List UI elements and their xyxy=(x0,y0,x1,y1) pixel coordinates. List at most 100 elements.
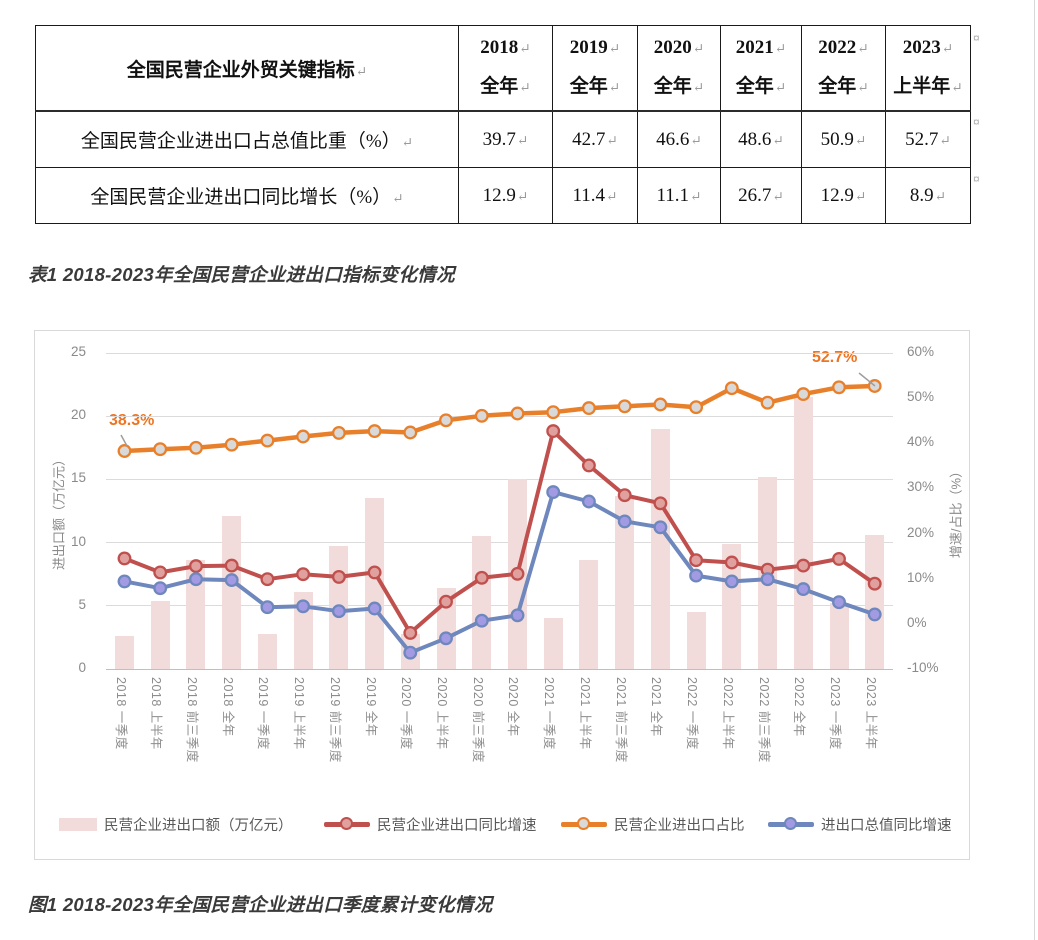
series-3-marker xyxy=(546,485,561,500)
table-year-header-2019: 2019↵ 全年↵ xyxy=(552,25,638,112)
value-cell: 50.9↵ xyxy=(801,110,886,168)
series-1-marker xyxy=(653,496,668,511)
value-cell: 52.7↵ xyxy=(885,110,971,168)
table-year-header-2018: 2018↵ 全年↵ xyxy=(458,25,553,112)
series-2-marker xyxy=(510,406,525,421)
value-cell: 11.4↵ xyxy=(552,167,638,224)
x-axis-label: 2022 一季度 xyxy=(685,677,700,750)
figure-caption: 图1 2018-2023年全国民营企业进出口季度累计变化情况 xyxy=(28,894,493,915)
series-3-marker xyxy=(760,572,775,587)
bar-2022全年 xyxy=(793,397,813,669)
series-1-marker xyxy=(546,424,561,439)
plot-gridline xyxy=(106,605,893,607)
row-label-cell: 全国民营企业进出口占总值比重（%）↵ xyxy=(35,110,459,168)
plot-gridline xyxy=(106,478,893,480)
value-cell: 42.7↵ xyxy=(552,110,638,168)
return-mark: ↵ xyxy=(606,188,618,204)
series-2-marker xyxy=(403,425,418,440)
x-axis-label: 2020 一季度 xyxy=(399,677,414,750)
return-mark: ↵ xyxy=(519,80,531,95)
plot-gridline xyxy=(106,668,893,670)
series-3-marker xyxy=(832,595,846,610)
bar-2021前三季度 xyxy=(615,495,635,669)
series-2-marker xyxy=(224,437,239,452)
series-2-marker xyxy=(653,397,668,412)
series-2-marker xyxy=(189,440,203,455)
bar-2018前三季度 xyxy=(186,560,206,669)
x-axis-label: 2020 前三季度 xyxy=(470,677,485,763)
year-header-line1: 2021↵ xyxy=(735,37,787,58)
bar-2021一季度 xyxy=(543,618,563,669)
indicator-table: 全国民营企业外贸关键指标↵ 2018↵ 全年↵ 2019↵ 全年↵ 2020↵ 全年↵ 202… xyxy=(35,25,971,224)
series-3-marker xyxy=(689,568,704,583)
bar-2018上半年 xyxy=(150,600,170,669)
return-mark: ↵ xyxy=(951,80,963,95)
return-mark: ↵ xyxy=(608,41,621,56)
row-end-mark: ¤ xyxy=(973,172,980,186)
x-axis-label: 2018 全年 xyxy=(220,677,235,737)
return-mark: ↵ xyxy=(692,80,705,95)
legend-label: 民营企业进出口额（万亿元） xyxy=(104,817,293,834)
series-2-marker xyxy=(331,425,346,440)
row-end-mark: ¤ xyxy=(973,115,980,129)
series-1-marker xyxy=(117,551,132,566)
right-axis-tick: -10% xyxy=(907,660,939,675)
plot-gridline xyxy=(106,542,893,544)
series-3-marker xyxy=(617,514,632,529)
year-header-line1: 2022↵ xyxy=(818,37,869,58)
x-axis-label: 2020 上半年 xyxy=(435,677,450,750)
x-axis-label: 2021 上半年 xyxy=(577,677,592,750)
series-3-marker xyxy=(439,631,453,646)
bar-2020前三季度 xyxy=(472,536,492,669)
left-axis-tick: 5 xyxy=(78,596,86,612)
series-3-marker xyxy=(653,520,668,535)
return-mark: ↵ xyxy=(939,132,951,148)
series-1-marker xyxy=(724,555,739,570)
year-header-line2: 全年↵ xyxy=(818,76,869,97)
return-mark: ↵ xyxy=(774,41,787,56)
table-year-header-2022: 2022↵ 全年↵ xyxy=(801,25,886,112)
legend-item-3: 进出口总值同比增速 xyxy=(768,815,952,834)
left-axis-tick: 15 xyxy=(70,470,86,486)
legend-marker-icon xyxy=(577,817,590,830)
series-2-marker xyxy=(832,380,846,395)
bar-2021全年 xyxy=(650,428,670,669)
bar-2022一季度 xyxy=(686,612,706,669)
right-axis-tick: 60% xyxy=(907,344,935,360)
x-axis-label: 2018 上半年 xyxy=(149,677,164,750)
series-2-marker xyxy=(546,405,561,420)
return-mark: ↵ xyxy=(772,188,784,204)
x-axis-label: 2019 前三季度 xyxy=(327,677,342,763)
year-header-line1: 2019↵ xyxy=(569,37,621,58)
bar-2023上半年 xyxy=(865,535,885,669)
return-mark: ↵ xyxy=(857,80,869,95)
return-mark: ↵ xyxy=(392,191,404,206)
series-3-marker xyxy=(581,494,596,509)
year-header-line1: 2018↵ xyxy=(480,37,531,58)
series-1-marker xyxy=(153,565,168,580)
left-axis-tick: 10 xyxy=(70,533,86,549)
table-header-row: 全国民营企业外贸关键指标↵ 2018↵ 全年↵ 2019↵ 全年↵ 2020↵ 全年↵ 202… xyxy=(35,25,971,112)
x-axis-label: 2022 全年 xyxy=(792,677,807,737)
series-line-3 xyxy=(122,490,877,655)
right-axis-tick: 10% xyxy=(907,569,935,585)
series-2-marker xyxy=(153,442,168,457)
x-axis-label: 2019 全年 xyxy=(363,677,378,737)
value-cell: 11.1↵ xyxy=(637,167,721,224)
year-header-line2: 全年↵ xyxy=(653,76,705,97)
row-label-cell: 全国民营企业进出口同比增长（%）↵ xyxy=(35,167,459,224)
legend-label: 进出口总值同比增速 xyxy=(821,817,952,834)
value-cell: 12.9↵ xyxy=(801,167,886,224)
bar-2018全年 xyxy=(222,516,242,669)
return-mark: ↵ xyxy=(772,132,784,148)
series-2-marker xyxy=(689,400,704,415)
series-2-marker xyxy=(474,408,489,423)
x-axis-label: 2022 前三季度 xyxy=(756,677,771,763)
table-year-header-2020: 2020↵ 全年↵ xyxy=(637,25,721,112)
series-1-marker xyxy=(832,551,846,566)
series-3-marker xyxy=(189,572,203,587)
bar-2019全年 xyxy=(365,498,385,669)
series-line-1 xyxy=(122,429,877,635)
return-mark: ↵ xyxy=(690,188,702,204)
